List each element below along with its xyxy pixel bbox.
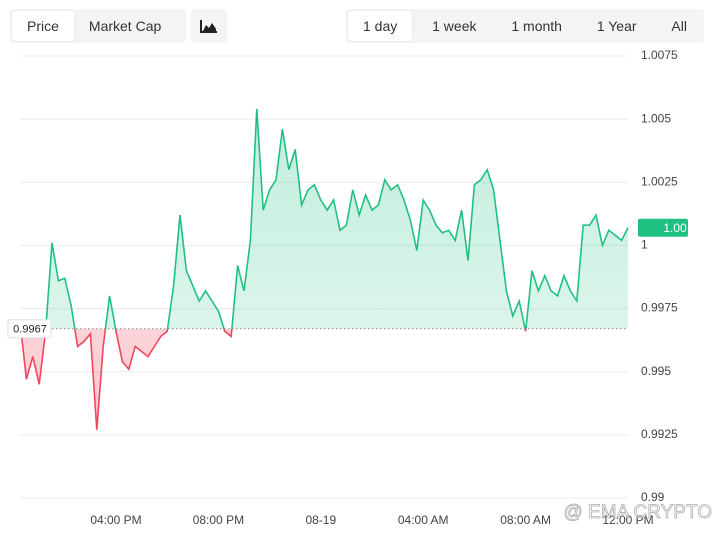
x-tick-label: 04:00 PM [90,513,141,527]
y-tick-label: 0.9925 [641,427,678,441]
tab[interactable]: 1 week [432,18,477,34]
y-tick-label: 1 [641,238,648,252]
chart-icon [200,20,217,33]
area-down [20,328,526,430]
last-price-box [638,218,688,237]
tab[interactable]: 1 month [511,18,562,34]
metric-tabs: Price Market Cap [10,9,186,43]
x-tick-label: 08:00 AM [500,513,551,527]
tab[interactable]: Market Cap [88,18,162,34]
y-tick-label: 1.005 [641,111,671,125]
y-tick-label: 1.0075 [641,48,678,62]
price-line [20,328,527,430]
last-price-label: 1.00 [663,221,687,235]
tab[interactable]: 1 day [348,11,413,41]
chart-type-button[interactable] [191,9,227,43]
x-tick-label: 04:00 AM [398,513,449,527]
watermark: @ EMA CRYPTO [564,502,712,523]
x-tick-label: 12:00 PM [602,513,653,527]
price-line [19,108,629,329]
tab[interactable]: 1 Year [596,18,637,34]
range-tabs: 1 day 1 week 1 month 1 Year All [346,9,704,43]
baseline-label-box [7,319,52,339]
baseline-label: 0.9967 [13,324,47,336]
y-tick-label: 0.9975 [641,301,678,315]
y-tick-label: 1.0025 [641,174,678,188]
x-tick-label: 08:00 PM [193,513,244,527]
y-tick-label: 0.99 [641,490,665,504]
tab[interactable]: Price [12,11,74,41]
area-up [20,109,628,329]
x-tick-label: 08-19 [305,513,336,527]
y-tick-label: 0.995 [641,364,671,378]
tab[interactable]: All [671,18,687,34]
